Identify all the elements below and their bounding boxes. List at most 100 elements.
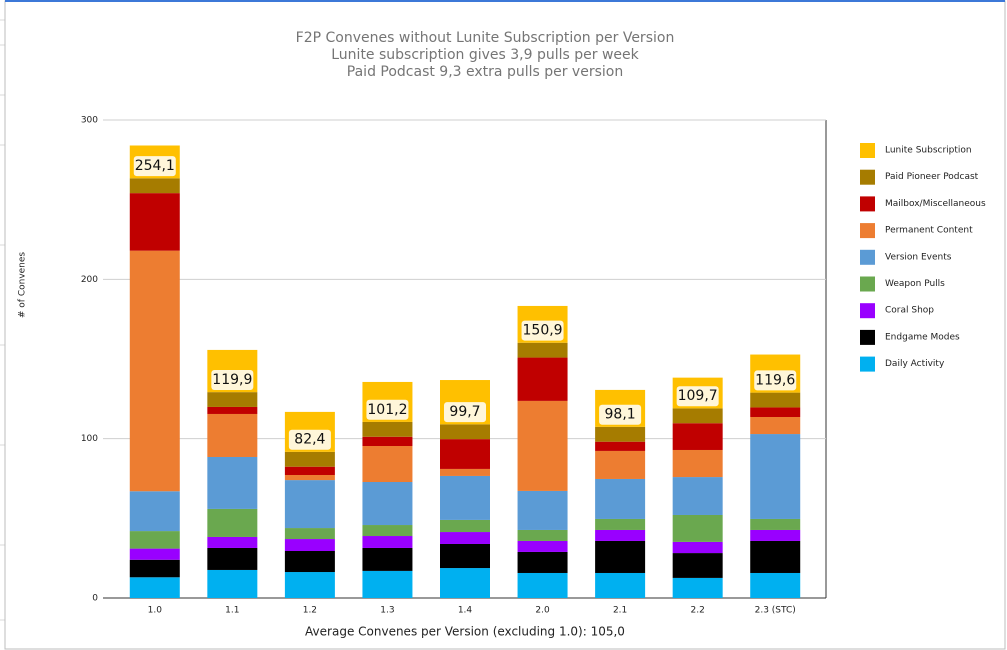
y-tick-label: 100 xyxy=(81,434,98,444)
bar-segment xyxy=(129,178,180,194)
bar-segment xyxy=(284,528,335,540)
bar-segment xyxy=(750,540,801,573)
legend-label: Version Events xyxy=(885,252,952,262)
x-tick-label: 2.1 xyxy=(613,606,627,616)
bar-segment xyxy=(672,477,723,515)
bar-segment xyxy=(440,543,490,569)
legend-label: Coral Shop xyxy=(885,306,934,316)
bar-segment xyxy=(207,536,258,548)
data-label-bg xyxy=(366,399,409,420)
bar-segment xyxy=(440,519,490,533)
data-label: 82,4 xyxy=(294,432,325,448)
bar-segment xyxy=(207,569,258,598)
data-label-bg xyxy=(754,370,797,391)
bar-segment xyxy=(284,480,335,529)
legend-label: Paid Pioneer Podcast xyxy=(885,172,979,182)
y-tick-label: 200 xyxy=(81,275,98,285)
bar-segment xyxy=(362,436,413,446)
bar-segment xyxy=(362,547,413,571)
y-tick-label: 300 xyxy=(81,116,98,126)
bar-segment xyxy=(129,250,180,492)
x-tick-label: 1.2 xyxy=(303,606,317,616)
data-label-bg xyxy=(444,402,486,423)
data-label: 119,9 xyxy=(212,372,252,388)
bar-segment xyxy=(284,572,335,598)
bar-segment xyxy=(595,426,646,442)
data-label: 254,1 xyxy=(135,158,175,174)
bar-segment xyxy=(207,392,258,407)
bar-segment xyxy=(517,357,568,401)
bar-segment xyxy=(750,392,801,408)
y-tick-label: 0 xyxy=(92,594,98,604)
data-label-bg xyxy=(521,320,564,341)
bar-segment xyxy=(672,423,723,450)
x-tick-label: 1.4 xyxy=(458,606,473,616)
bar-segment xyxy=(362,421,413,437)
bar-segment xyxy=(362,536,413,548)
legend-label: Weapon Pulls xyxy=(885,279,945,289)
legend-label: Daily Activity xyxy=(885,359,945,369)
bar-segment xyxy=(672,553,723,578)
bar-segment xyxy=(362,525,413,537)
bar-segment xyxy=(595,529,646,541)
bar-segment xyxy=(207,456,258,509)
bar-segment xyxy=(750,416,801,435)
bar-segment xyxy=(129,531,180,549)
bar-segment xyxy=(284,539,335,551)
data-label: 109,7 xyxy=(678,388,718,404)
sheet-grid xyxy=(0,19,5,621)
bar-segment xyxy=(517,540,568,552)
legend-swatch xyxy=(860,356,875,372)
bar-segment xyxy=(207,413,258,457)
bar-segment xyxy=(284,474,335,481)
legend-swatch xyxy=(860,223,875,239)
bar-segment xyxy=(750,434,801,519)
bar-segment xyxy=(440,468,490,476)
legend-swatch xyxy=(860,169,875,185)
bar-segment xyxy=(284,451,335,467)
data-label: 101,2 xyxy=(367,402,407,418)
bar-segment xyxy=(440,568,490,598)
data-label: 150,9 xyxy=(523,323,563,339)
chart-title: F2P Convenes without Lunite Subscription… xyxy=(296,30,675,46)
y-axis-title: # of Convenes xyxy=(18,252,28,319)
bar-segment xyxy=(672,514,723,542)
bar-segment xyxy=(440,439,490,469)
data-label-bg xyxy=(676,386,719,407)
bar-segment xyxy=(440,424,490,440)
legend-label: Lunite Subscription xyxy=(885,146,972,156)
x-tick-label: 2.2 xyxy=(691,606,705,616)
bar-segment xyxy=(672,577,723,598)
bar-segment xyxy=(672,408,723,424)
bar-segment xyxy=(207,508,258,537)
data-label: 119,6 xyxy=(755,372,795,388)
bar-segment xyxy=(517,529,568,541)
bar-segment xyxy=(129,491,180,532)
bar-segment xyxy=(750,407,801,417)
x-axis-title: Average Convenes per Version (excluding … xyxy=(305,625,625,639)
bar-segment xyxy=(672,449,723,478)
bar-segment xyxy=(750,529,801,541)
bar-segment xyxy=(362,445,413,483)
bar-segment xyxy=(595,572,646,598)
legend-swatch xyxy=(860,249,875,265)
bar-segment xyxy=(207,406,258,414)
x-tick-label: 1.3 xyxy=(380,606,394,616)
legend-swatch xyxy=(860,276,875,292)
data-label-bg xyxy=(288,429,331,450)
data-label-bg xyxy=(211,369,254,390)
bar-segment xyxy=(595,518,646,530)
data-label-bg xyxy=(599,404,642,425)
x-tick-label: 2.3 (STC) xyxy=(755,606,796,616)
bar-segment xyxy=(672,541,723,554)
x-tick-label: 1.1 xyxy=(225,606,239,616)
bar-segment xyxy=(750,518,801,530)
bar-segment xyxy=(362,570,413,598)
bar-segment xyxy=(284,550,335,573)
bar-segment xyxy=(440,475,490,520)
bar-segment xyxy=(517,551,568,573)
legend-label: Endgame Modes xyxy=(885,332,960,342)
bar-segment xyxy=(595,540,646,573)
bar-segment xyxy=(284,466,335,475)
